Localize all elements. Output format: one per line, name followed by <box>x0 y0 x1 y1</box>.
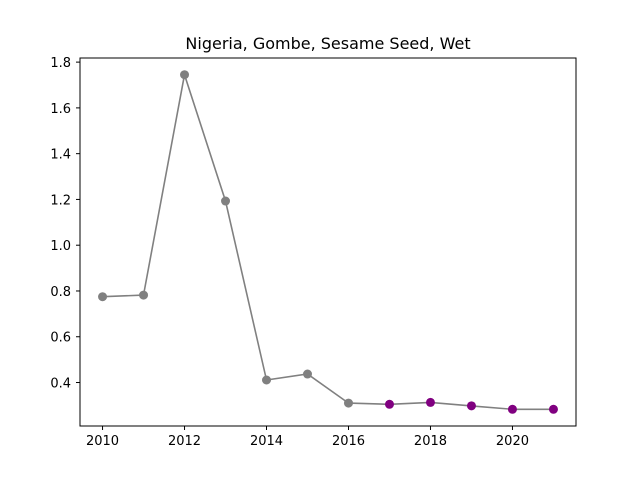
x-tick-label: 2012 <box>168 434 201 449</box>
y-tick-label: 1.0 <box>50 239 71 254</box>
x-tick-label: 2016 <box>332 434 365 449</box>
data-point <box>384 399 394 409</box>
plot-frame <box>79 57 577 427</box>
y-tick-label: 0.8 <box>50 285 71 300</box>
x-tick-label: 2018 <box>414 434 447 449</box>
y-tick-label: 0.4 <box>50 377 71 392</box>
y-axis: 0.4 0.6 0.8 1.0 1.2 1.4 1.6 1.8 <box>50 56 80 392</box>
data-point <box>425 397 435 407</box>
y-tick-label: 1.2 <box>50 193 71 208</box>
data-point <box>180 70 190 80</box>
chart-title: Nigeria, Gombe, Sesame Seed, Wet <box>185 34 470 53</box>
y-tick-label: 1.6 <box>50 102 71 117</box>
data-point <box>507 404 517 414</box>
x-axis: 2010 2012 2014 2016 2018 2020 <box>86 426 529 449</box>
x-tick-label: 2020 <box>496 434 529 449</box>
data-point <box>343 398 353 408</box>
data-point <box>98 292 108 302</box>
data-point <box>139 290 149 300</box>
plot-area <box>79 57 577 427</box>
data-point <box>262 375 272 385</box>
y-tick-label: 0.6 <box>50 331 71 346</box>
x-tick-label: 2014 <box>250 434 283 449</box>
data-point <box>303 369 313 379</box>
data-point <box>548 404 558 414</box>
series-line <box>102 74 554 411</box>
data-point <box>221 196 231 206</box>
data-point <box>466 401 476 411</box>
series <box>98 70 558 414</box>
x-tick-label: 2010 <box>86 434 119 449</box>
y-tick-label: 1.4 <box>50 148 71 163</box>
y-tick-label: 1.8 <box>50 56 71 71</box>
